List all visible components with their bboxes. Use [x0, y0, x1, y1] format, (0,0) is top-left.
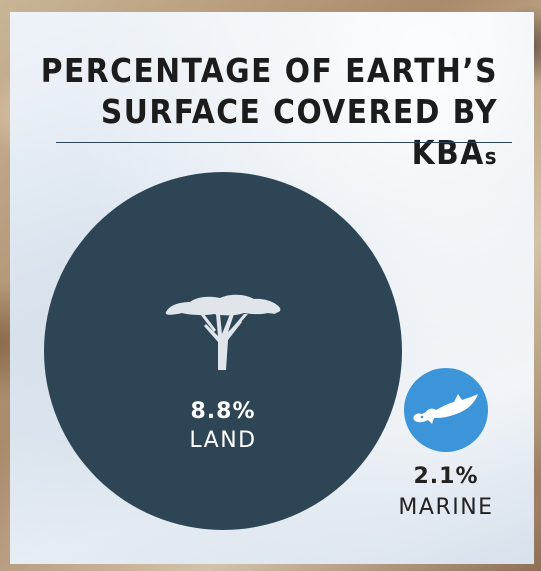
marine-label: MARINE	[398, 495, 494, 520]
page-title: PERCENTAGE OF EARTH’S SURFACE COVERED BY…	[28, 50, 498, 178]
marine-circle	[404, 368, 488, 452]
land-circle: 8.8% LAND	[44, 172, 402, 530]
marine-percentage: 2.1%	[413, 464, 479, 489]
title-line-2: SURFACE COVERED BY KBAs	[28, 91, 498, 178]
title-line-2-suffix: s	[484, 145, 498, 170]
title-line-1: PERCENTAGE OF EARTH’S	[40, 51, 498, 90]
acacia-tree-icon	[165, 294, 281, 370]
land-percentage: 8.8%	[190, 399, 256, 424]
title-divider	[56, 142, 512, 143]
title-line-2-main: SURFACE COVERED BY KBA	[100, 92, 498, 172]
infographic-card: PERCENTAGE OF EARTH’S SURFACE COVERED BY…	[10, 12, 534, 564]
hammerhead-shark-icon	[413, 394, 478, 424]
land-label: LAND	[189, 428, 257, 453]
